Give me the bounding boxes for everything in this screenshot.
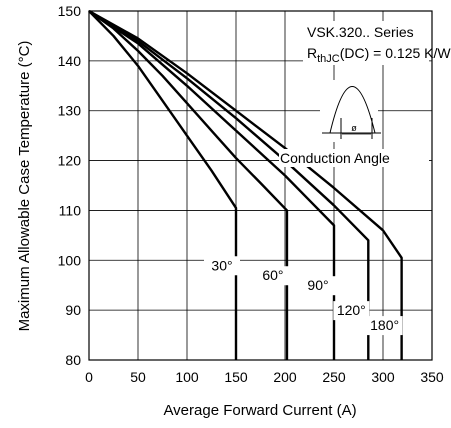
y-tick-label: 140 — [58, 53, 82, 69]
conduction-angle-inset: ø Conduction Angle — [279, 80, 429, 167]
series-line — [88, 9, 403, 360]
series-line — [88, 9, 370, 360]
x-axis-title: Average Forward Current (A) — [163, 402, 356, 419]
sine-pulse-icon — [329, 86, 376, 134]
x-tick-label: 0 — [85, 369, 93, 385]
series-line — [88, 10, 289, 360]
series-label: 180° — [370, 317, 399, 333]
x-tick-label: 300 — [371, 369, 395, 385]
device-series-label: VSK.320.. Series — [307, 24, 414, 40]
x-tick-label: 250 — [322, 369, 346, 385]
x-tick-label: 350 — [420, 369, 444, 385]
series-label-bg — [366, 316, 403, 336]
y-tick-label: 130 — [58, 103, 82, 119]
series-line — [88, 9, 336, 360]
annotation: VSK.320.. Series RthJC(DC) = 0.125 K/W — [303, 21, 451, 65]
series-label-bg — [254, 266, 291, 286]
x-tick-labels: 0 50 100 150 200 250 300 350 — [85, 369, 444, 385]
series-label: 120° — [337, 302, 366, 318]
series-label: 90° — [307, 277, 328, 293]
plot-frame — [88, 10, 433, 361]
plot-background — [89, 11, 432, 360]
y-tick-label: 90 — [65, 302, 81, 318]
conduction-angle-label: Conduction Angle — [280, 150, 390, 166]
y-tick-label: 110 — [59, 202, 82, 218]
series-labels: 30° 60° 90° 120°180° — [204, 256, 403, 336]
series-label: 60° — [262, 267, 283, 283]
thermal-resistance-label: RthJC(DC) = 0.125 K/W — [307, 45, 451, 65]
y-tick-label: 80 — [65, 352, 81, 368]
x-tick-label: 50 — [130, 369, 146, 385]
series-label-bg — [204, 256, 240, 276]
x-tick-label: 150 — [224, 369, 248, 385]
y-tick-labels: 80 90 100 110 120 130 140 150 — [58, 3, 82, 368]
series-label-bg — [333, 301, 370, 321]
inset-label-bg — [279, 149, 429, 167]
y-tick-label: 100 — [58, 252, 82, 268]
series-label-bg — [300, 276, 336, 296]
x-tick-label: 100 — [175, 369, 199, 385]
x-tick-label: 200 — [273, 369, 297, 385]
y-tick-label: 150 — [58, 3, 82, 19]
series-label: 30° — [211, 257, 232, 273]
inset-angle-symbol: ø — [351, 123, 357, 133]
y-tick-label: 120 — [58, 153, 82, 169]
y-axis-title: Maximum Allowable Case Temperature (°C) — [16, 41, 33, 332]
curves — [88, 9, 403, 360]
annotation-bg — [303, 21, 429, 65]
series-line — [88, 10, 238, 360]
